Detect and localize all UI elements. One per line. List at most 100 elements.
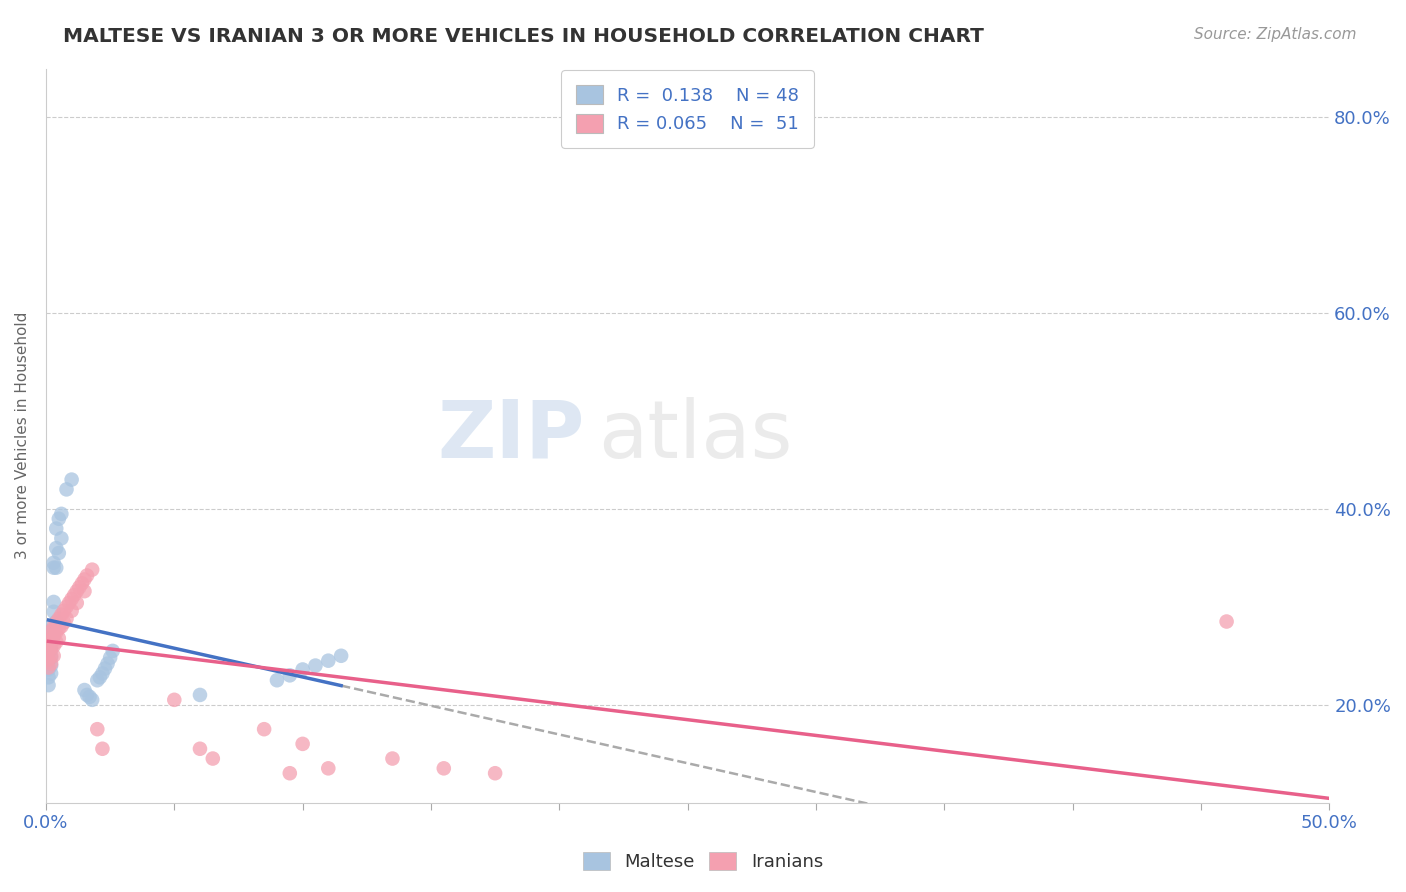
Point bbox=[188, 741, 211, 756]
Point bbox=[38, 660, 60, 674]
Point bbox=[45, 541, 67, 555]
Point bbox=[39, 648, 62, 663]
Point bbox=[39, 650, 62, 665]
Point bbox=[98, 650, 121, 665]
Point bbox=[73, 573, 96, 587]
Point bbox=[201, 751, 224, 765]
Point bbox=[79, 690, 101, 704]
Point bbox=[86, 722, 108, 736]
Point bbox=[51, 532, 73, 546]
Point bbox=[304, 658, 326, 673]
Point bbox=[42, 629, 65, 643]
Legend: R =  0.138    N = 48, R = 0.065    N =  51: R = 0.138 N = 48, R = 0.065 N = 51 bbox=[561, 70, 814, 148]
Point bbox=[42, 595, 65, 609]
Point bbox=[38, 670, 60, 684]
Point bbox=[48, 621, 70, 635]
Y-axis label: 3 or more Vehicles in Household: 3 or more Vehicles in Household bbox=[15, 312, 30, 559]
Point bbox=[45, 615, 67, 629]
Point bbox=[291, 737, 314, 751]
Point bbox=[316, 761, 339, 775]
Point bbox=[97, 657, 120, 671]
Point bbox=[60, 592, 83, 607]
Point bbox=[42, 619, 65, 633]
Point bbox=[73, 584, 96, 599]
Point bbox=[76, 688, 98, 702]
Text: atlas: atlas bbox=[598, 397, 792, 475]
Point bbox=[42, 629, 65, 643]
Point bbox=[70, 576, 93, 591]
Point bbox=[42, 639, 65, 653]
Point bbox=[39, 657, 62, 671]
Legend: Maltese, Iranians: Maltese, Iranians bbox=[575, 845, 831, 879]
Point bbox=[91, 666, 114, 681]
Point bbox=[66, 596, 89, 610]
Point bbox=[484, 766, 506, 780]
Point bbox=[55, 599, 77, 614]
Point bbox=[39, 643, 62, 657]
Point bbox=[91, 741, 114, 756]
Point bbox=[48, 546, 70, 560]
Point bbox=[45, 522, 67, 536]
Point bbox=[278, 668, 301, 682]
Point bbox=[39, 627, 62, 641]
Point bbox=[66, 584, 89, 599]
Point bbox=[55, 483, 77, 497]
Point bbox=[39, 619, 62, 633]
Point bbox=[38, 639, 60, 653]
Point bbox=[278, 766, 301, 780]
Point bbox=[51, 607, 73, 622]
Point bbox=[60, 604, 83, 618]
Point bbox=[291, 663, 314, 677]
Point bbox=[38, 629, 60, 643]
Point bbox=[63, 588, 86, 602]
Point bbox=[42, 605, 65, 619]
Point bbox=[316, 654, 339, 668]
Point bbox=[38, 637, 60, 651]
Point bbox=[1215, 615, 1237, 629]
Point bbox=[163, 693, 186, 707]
Point bbox=[45, 560, 67, 574]
Point bbox=[82, 693, 104, 707]
Point bbox=[45, 625, 67, 640]
Text: MALTESE VS IRANIAN 3 OR MORE VEHICLES IN HOUSEHOLD CORRELATION CHART: MALTESE VS IRANIAN 3 OR MORE VEHICLES IN… bbox=[63, 27, 984, 45]
Point bbox=[38, 678, 60, 692]
Point bbox=[39, 624, 62, 639]
Point bbox=[42, 648, 65, 663]
Point bbox=[39, 640, 62, 655]
Point bbox=[45, 615, 67, 630]
Point bbox=[38, 624, 60, 639]
Point bbox=[51, 619, 73, 633]
Point bbox=[48, 512, 70, 526]
Point bbox=[38, 647, 60, 661]
Point bbox=[188, 688, 211, 702]
Point bbox=[38, 645, 60, 659]
Point bbox=[52, 615, 75, 630]
Point bbox=[89, 670, 111, 684]
Point bbox=[39, 633, 62, 648]
Point bbox=[67, 580, 90, 594]
Point bbox=[39, 635, 62, 649]
Point bbox=[253, 722, 276, 736]
Point bbox=[58, 596, 80, 610]
Point bbox=[433, 761, 456, 775]
Text: ZIP: ZIP bbox=[437, 397, 585, 475]
Point bbox=[48, 611, 70, 625]
Point bbox=[42, 560, 65, 574]
Point bbox=[76, 568, 98, 582]
Point bbox=[45, 635, 67, 649]
Point bbox=[39, 658, 62, 673]
Point bbox=[82, 563, 104, 577]
Point bbox=[42, 556, 65, 570]
Point bbox=[60, 473, 83, 487]
Point bbox=[381, 751, 404, 765]
Point bbox=[52, 604, 75, 618]
Point bbox=[73, 683, 96, 698]
Point bbox=[330, 648, 353, 663]
Point bbox=[48, 631, 70, 645]
Point bbox=[266, 673, 288, 688]
Point bbox=[39, 666, 62, 681]
Point bbox=[101, 644, 124, 658]
Point bbox=[38, 653, 60, 667]
Point bbox=[38, 655, 60, 669]
Point bbox=[38, 663, 60, 677]
